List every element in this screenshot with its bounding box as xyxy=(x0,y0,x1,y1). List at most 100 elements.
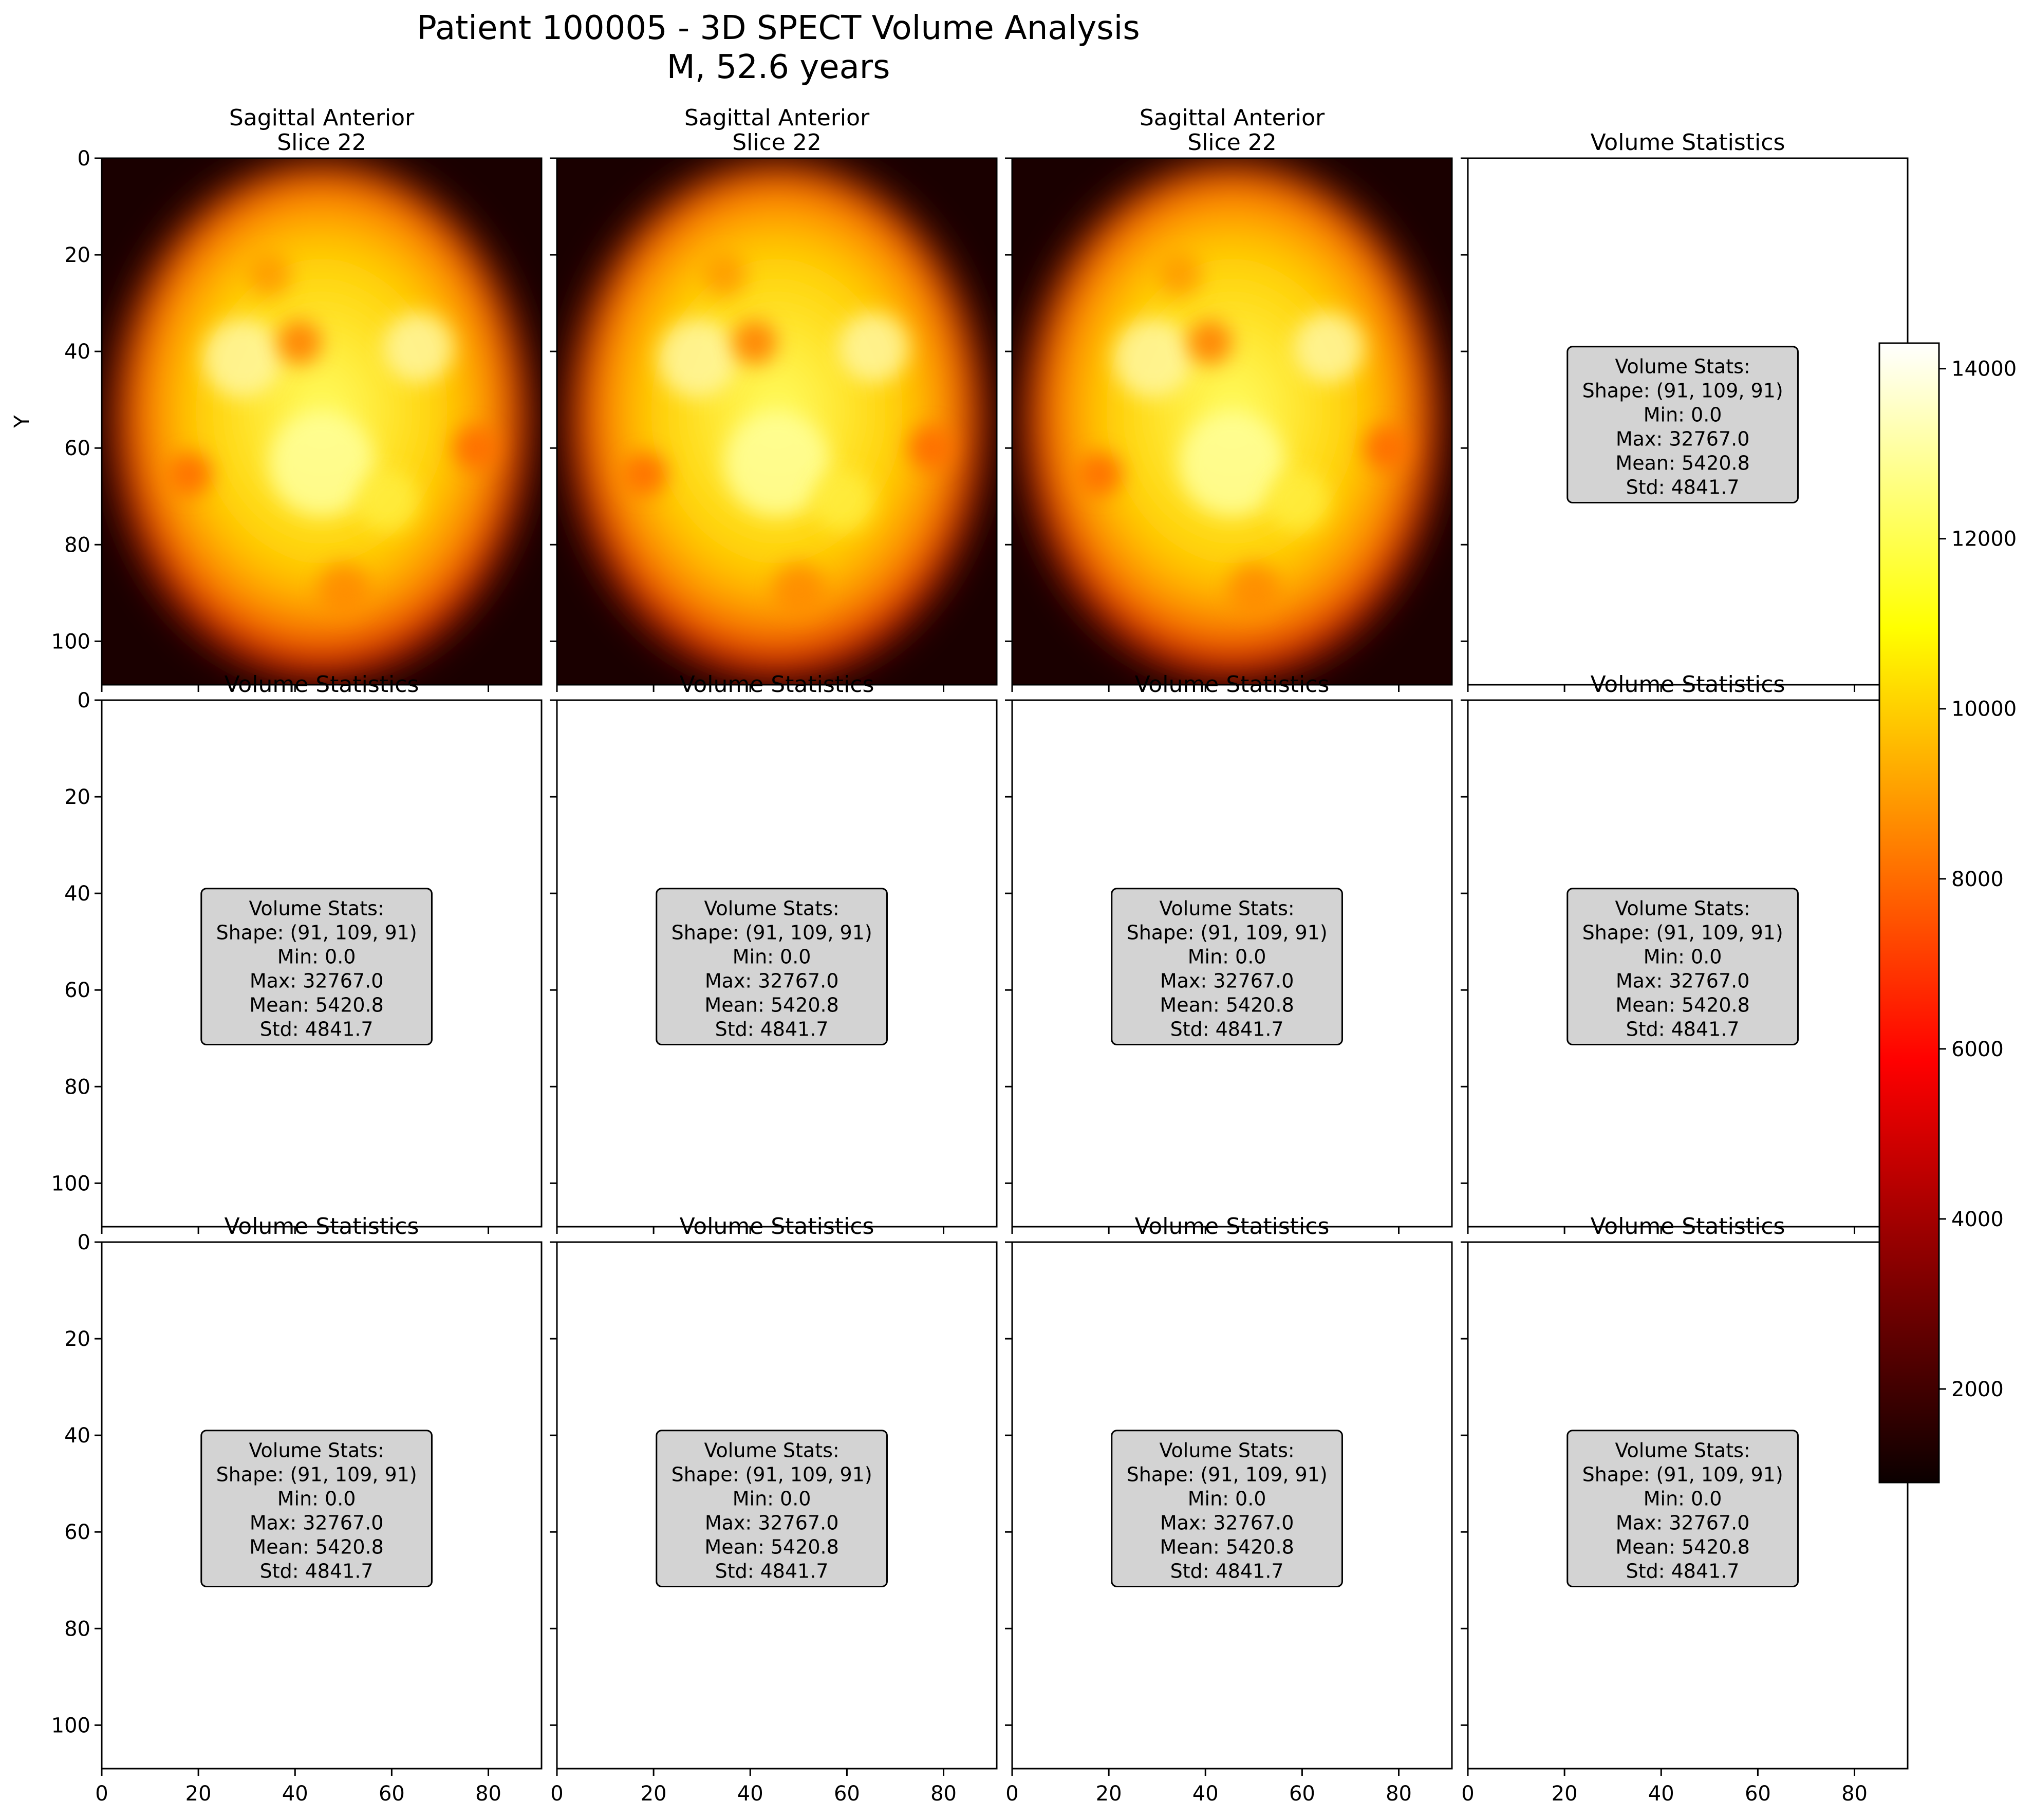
y-tick-label: 60 xyxy=(64,1521,90,1544)
x-tick-label: 0 xyxy=(1005,1782,1018,1806)
stats-line: Max: 32767.0 xyxy=(1616,970,1750,992)
y-tick-label: 20 xyxy=(64,785,90,809)
x-tick-label: 0 xyxy=(1461,1782,1474,1806)
stats-line: Std: 4841.7 xyxy=(1626,476,1740,499)
stats-line: Volume Stats: xyxy=(704,897,840,920)
stats-line: Volume Stats: xyxy=(1615,1439,1750,1462)
panel-r2c2: Volume Stats:Shape: (91, 109, 91)Min: 0.… xyxy=(1005,1213,1453,1806)
stats-line: Max: 32767.0 xyxy=(1616,428,1750,451)
stats-box: Volume Stats:Shape: (91, 109, 91)Min: 0.… xyxy=(656,888,888,1045)
stats-line: Std: 4841.7 xyxy=(1170,1560,1284,1583)
colorbar-gradient xyxy=(1878,342,1940,1484)
y-tick-label: 60 xyxy=(64,979,90,1002)
panel-title: Sagittal Anterior xyxy=(684,105,870,131)
stats-line: Mean: 5420.8 xyxy=(249,994,383,1017)
stats-line: Shape: (91, 109, 91) xyxy=(216,922,417,944)
stats-line: Mean: 5420.8 xyxy=(1615,994,1749,1017)
stats-box-frame xyxy=(1111,888,1343,1045)
activity-region xyxy=(317,564,370,616)
stats-box-frame xyxy=(200,1430,433,1587)
colorbar: 2000 4000 6000 8000 10000 12000 14000 xyxy=(1878,342,2017,1484)
activity-region xyxy=(838,312,909,383)
spect-slice-image xyxy=(102,158,542,685)
colorbar-tick-label: 14000 xyxy=(1951,358,2017,381)
activity-region xyxy=(277,320,322,365)
axes-frame xyxy=(556,157,998,686)
stats-line: Volume Stats: xyxy=(249,1439,384,1462)
spect-slice-image xyxy=(1012,158,1452,685)
y-tick-label: 80 xyxy=(64,1617,90,1641)
stats-line: Min: 0.0 xyxy=(1644,946,1722,968)
y-tick-label: 40 xyxy=(64,882,90,906)
stats-line: Shape: (91, 109, 91) xyxy=(1582,380,1783,402)
stats-box-frame xyxy=(200,888,433,1045)
spect-slice-image xyxy=(557,158,997,685)
stats-line: Shape: (91, 109, 91) xyxy=(1582,1463,1783,1486)
axes-frame xyxy=(1011,699,1453,1228)
activity-region xyxy=(724,410,830,517)
panel-title: Volume Statistics xyxy=(225,671,419,698)
y-tick-label: 80 xyxy=(64,533,90,557)
x-tick-label: 40 xyxy=(1192,1782,1219,1806)
y-tick-label: 100 xyxy=(51,1714,90,1737)
x-tick-label: 60 xyxy=(834,1782,860,1806)
stats-line: Std: 4841.7 xyxy=(260,1560,374,1583)
stats-line: Min: 0.0 xyxy=(1644,404,1722,426)
stats-line: Mean: 5420.8 xyxy=(1615,452,1749,475)
x-tick-label: 40 xyxy=(737,1782,763,1806)
panel-title: Volume Statistics xyxy=(1591,1213,1785,1240)
colorbar-ticks: 2000 4000 6000 8000 10000 12000 14000 xyxy=(1939,358,2017,1401)
stats-box-frame xyxy=(656,888,888,1045)
figure-title-line-1: Patient 100005 - 3D SPECT Volume Analysi… xyxy=(417,9,1140,47)
activity-region xyxy=(1267,470,1329,532)
x-tick-label: 20 xyxy=(641,1782,667,1806)
panel-title: Sagittal Anterior xyxy=(229,105,415,131)
panel-r1c0: Volume Stats:Shape: (91, 109, 91)Min: 0.… xyxy=(51,671,543,1234)
stats-line: Std: 4841.7 xyxy=(1170,1018,1284,1041)
stats-line: Volume Stats: xyxy=(1160,1439,1295,1462)
y-tick-label: 100 xyxy=(51,630,90,653)
stats-box-frame xyxy=(1111,1430,1343,1587)
stats-line: Max: 32767.0 xyxy=(250,970,384,992)
x-tick-label: 60 xyxy=(379,1782,405,1806)
stats-line: Min: 0.0 xyxy=(277,946,356,968)
stats-line: Min: 0.0 xyxy=(733,1488,811,1510)
stats-line: Min: 0.0 xyxy=(277,1488,356,1510)
activity-region xyxy=(1227,564,1281,616)
panel-title: Sagittal Anterior xyxy=(1140,105,1325,131)
stats-box: Volume Stats:Shape: (91, 109, 91)Min: 0.… xyxy=(200,1430,433,1587)
y-tick-label: 40 xyxy=(64,1424,90,1448)
stats-box: Volume Stats:Shape: (91, 109, 91)Min: 0.… xyxy=(200,888,433,1045)
panel-r0c3: Volume Stats:Shape: (91, 109, 91)Min: 0.… xyxy=(1461,129,1909,692)
panel-r2c3: Volume Stats:Shape: (91, 109, 91)Min: 0.… xyxy=(1461,1213,1909,1806)
activity-region xyxy=(202,318,282,398)
stats-line: Max: 32767.0 xyxy=(1160,1512,1294,1534)
stats-line: Shape: (91, 109, 91) xyxy=(216,1463,417,1486)
stats-line: Shape: (91, 109, 91) xyxy=(1127,1463,1328,1486)
activity-region xyxy=(908,425,953,470)
axes-frame xyxy=(101,1241,543,1770)
activity-region xyxy=(1157,252,1202,296)
activity-region xyxy=(702,252,747,296)
x-tick-label: 20 xyxy=(1096,1782,1122,1806)
stats-line: Shape: (91, 109, 91) xyxy=(672,1463,872,1486)
panel-r2c0: Volume Stats:Shape: (91, 109, 91)Min: 0.… xyxy=(51,1213,543,1806)
colorbar-tick-label: 10000 xyxy=(1951,698,2017,721)
activity-region xyxy=(247,252,291,296)
stats-line: Max: 32767.0 xyxy=(1160,970,1294,992)
activity-region xyxy=(383,312,454,383)
stats-line: Max: 32767.0 xyxy=(250,1512,384,1534)
activity-region xyxy=(1113,318,1192,398)
stats-line: Mean: 5420.8 xyxy=(704,1536,838,1559)
activity-region xyxy=(733,320,777,365)
y-tick-label: 0 xyxy=(78,1231,90,1254)
stats-line: Std: 4841.7 xyxy=(715,1018,829,1041)
activity-region xyxy=(658,318,737,398)
panel-title: Slice 22 xyxy=(1187,129,1277,156)
stats-line: Mean: 5420.8 xyxy=(1160,994,1294,1017)
